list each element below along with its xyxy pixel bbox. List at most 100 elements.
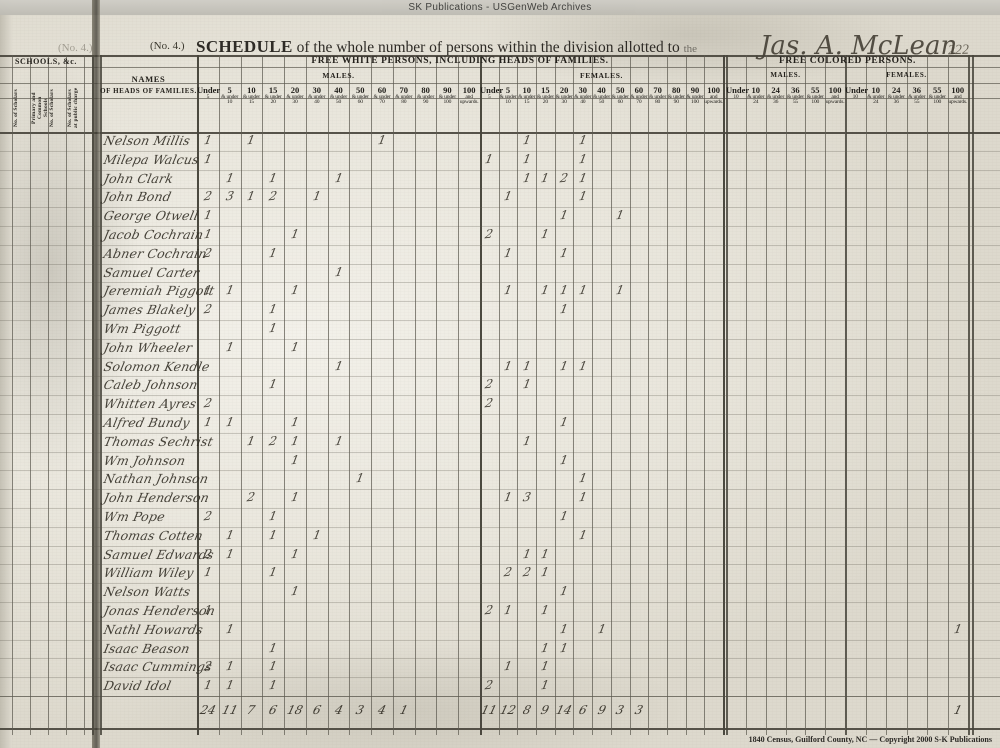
schools-column-label: No. of Scholars at public charge: [67, 87, 79, 129]
white-female-count-cell: 1: [558, 207, 570, 223]
white-male-count-cell: 1: [268, 640, 279, 655]
white-female-count-cell: 1: [521, 377, 532, 392]
table-row: Thomas Cotten: [102, 527, 205, 543]
table-row: James Blakely: [102, 302, 197, 318]
total-white-females: 11: [479, 703, 499, 717]
white-female-count-cell: 1: [502, 489, 514, 505]
white-female-age-column-header: 40 & under 50: [592, 85, 611, 106]
white-male-count-cell: 1: [224, 677, 235, 693]
white-female-count-cell: 2: [484, 395, 495, 411]
white-female-age-column-header: 50 & under 60: [611, 85, 629, 106]
white-male-count-cell: 1: [355, 471, 366, 486]
white-male-count-cell: 1: [268, 377, 279, 392]
white-female-age-column-header: 5 & under 10: [499, 85, 517, 106]
table-row: Milepa Walcus: [102, 151, 201, 167]
total-white-males: 6: [267, 703, 279, 717]
column-rule: [906, 55, 908, 735]
table-row: Nathl Howards: [102, 621, 205, 637]
column-rule: [845, 55, 847, 735]
table-row: Wm Pope: [102, 509, 167, 524]
column-rule: [745, 55, 747, 735]
white-female-count-cell: 1: [615, 207, 626, 223]
white-female-count-cell: 1: [577, 471, 588, 486]
white-male-count-cell: 2: [202, 659, 214, 674]
white-male-count-cell: 1: [246, 433, 257, 449]
column-rule: [305, 55, 307, 735]
white-male-count-cell: 1: [202, 226, 214, 242]
white-female-count-cell: 2: [484, 677, 495, 693]
white-female-age-column-header: 70 & under 80: [649, 85, 667, 106]
table-row-rule: [0, 639, 1000, 641]
total-white-males: 11: [220, 703, 240, 717]
column-rule: [785, 55, 787, 735]
table-row: Abner Cochrain: [102, 245, 209, 261]
white-male-age-column-header: 70 & under 80: [395, 85, 413, 106]
white-male-count-cell: 1: [311, 189, 322, 204]
table-row: John Clark: [102, 170, 175, 186]
white-male-age-column-header: 50 & under 60: [351, 85, 369, 106]
band-colored-females: FEMALES.: [886, 71, 927, 79]
band-free-colored-persons: FREE COLORED PERSONS.: [779, 56, 916, 66]
white-male-age-column-header: 30 & under 40: [308, 85, 326, 106]
white-male-count-cell: 2: [202, 245, 214, 261]
white-female-count-cell: 1: [502, 602, 514, 618]
white-female-age-column-header: 80 & under 90: [667, 85, 685, 106]
white-female-count-cell: 1: [615, 283, 626, 298]
band-schools: SCHOOLS, &c.: [14, 57, 78, 66]
white-female-count-cell: 1: [577, 170, 588, 185]
white-male-count-cell: 2: [202, 546, 214, 561]
colored-female-age-column-header: Under 10: [845, 85, 869, 100]
white-male-count-cell: 1: [202, 151, 214, 167]
names-header-line1: NAMES: [131, 74, 166, 84]
white-male-age-column-header: 100 and upwards.: [459, 85, 479, 106]
white-male-count-cell: 3: [224, 189, 235, 204]
table-row-rule: [0, 602, 1000, 603]
white-male-count-cell: 1: [268, 508, 279, 524]
column-rule: [845, 55, 846, 735]
white-male-age-column-header: 15 & under 20: [264, 85, 282, 106]
column-rule: [765, 55, 767, 735]
column-rule: [284, 55, 286, 735]
white-male-age-column-header: 80 & under 90: [417, 85, 435, 106]
white-female-count-cell: 1: [502, 283, 514, 298]
table-row: Wm Piggott: [102, 321, 183, 336]
white-male-count-cell: 2: [202, 395, 214, 411]
white-female-count-cell: 1: [484, 151, 495, 167]
white-male-count-cell: 2: [202, 301, 214, 317]
table-row: Wm Johnson: [102, 452, 187, 468]
white-male-count-cell: 1: [202, 565, 214, 580]
column-rule: [349, 55, 351, 735]
column-rule: [685, 55, 687, 735]
total-white-males: 4: [376, 703, 388, 717]
white-male-count-cell: 1: [376, 132, 388, 148]
names-column-header: NAMES OF HEADS OF FAMILIES.: [100, 73, 197, 96]
column-rule: [262, 55, 264, 735]
colored-male-age-column-header: 100 and upwards.: [825, 85, 845, 106]
table-row-rule: [0, 320, 1000, 321]
column-rule: [371, 55, 373, 735]
table-row: David Idol: [102, 678, 173, 694]
total-white-females: 3: [633, 703, 645, 717]
white-male-count-cell: 1: [333, 264, 344, 279]
white-male-count-cell: 1: [202, 602, 214, 618]
colored-female-age-column-header: 10 & under 24: [867, 85, 885, 106]
white-female-count-cell: 1: [577, 358, 588, 373]
white-male-age-column-header: 10 & under 15: [242, 85, 260, 106]
white-female-count-cell: 3: [521, 489, 532, 505]
white-male-count-cell: 1: [246, 132, 257, 148]
column-rule: [805, 55, 807, 735]
total-white-females: 9: [595, 703, 608, 717]
white-female-count-cell: 1: [596, 621, 607, 637]
white-male-count-cell: 1: [268, 565, 279, 580]
white-male-age-column-header: 40 & under 50: [329, 85, 348, 106]
white-male-count-cell: 1: [224, 339, 235, 355]
table-row-rule: [0, 301, 1000, 303]
white-female-count-cell: 1: [558, 414, 570, 430]
white-female-count-cell: 1: [540, 677, 551, 693]
white-female-count-cell: 1: [558, 640, 570, 655]
white-male-count-cell: 1: [224, 527, 235, 543]
schedule-subtitle: of the whole number of persons within th…: [296, 39, 680, 56]
white-female-count-cell: 1: [502, 358, 514, 373]
white-female-count-cell: 1: [540, 170, 551, 185]
column-rule: [726, 55, 728, 735]
